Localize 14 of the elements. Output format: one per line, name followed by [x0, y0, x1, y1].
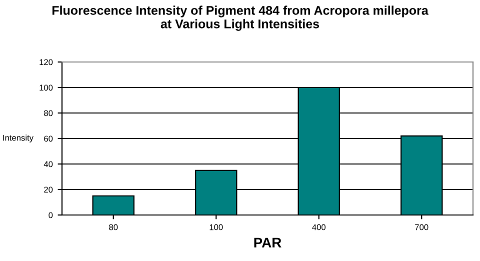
y-tick-label: 120	[40, 59, 53, 66]
x-tick-label: 700	[415, 224, 428, 230]
y-tick-label: 40	[44, 161, 53, 168]
y-tick-label: 80	[44, 110, 53, 116]
y-tick-label: 60	[44, 136, 53, 142]
y-tick-label: 100	[40, 84, 53, 91]
y-axis-title: Intensity	[3, 134, 34, 142]
x-tick-label: 400	[312, 224, 326, 230]
y-tick-label: 20	[44, 186, 53, 193]
chart-title: Fluorescence Intensity of Pigment 484 from Acropora millepora at Various Light Intensities	[52, 6, 428, 31]
x-tick-label: 100	[210, 224, 223, 230]
x-tick-label: 80	[109, 224, 118, 230]
y-tick-label: 0	[48, 212, 53, 218]
x-axis-title: PAR	[254, 238, 282, 248]
